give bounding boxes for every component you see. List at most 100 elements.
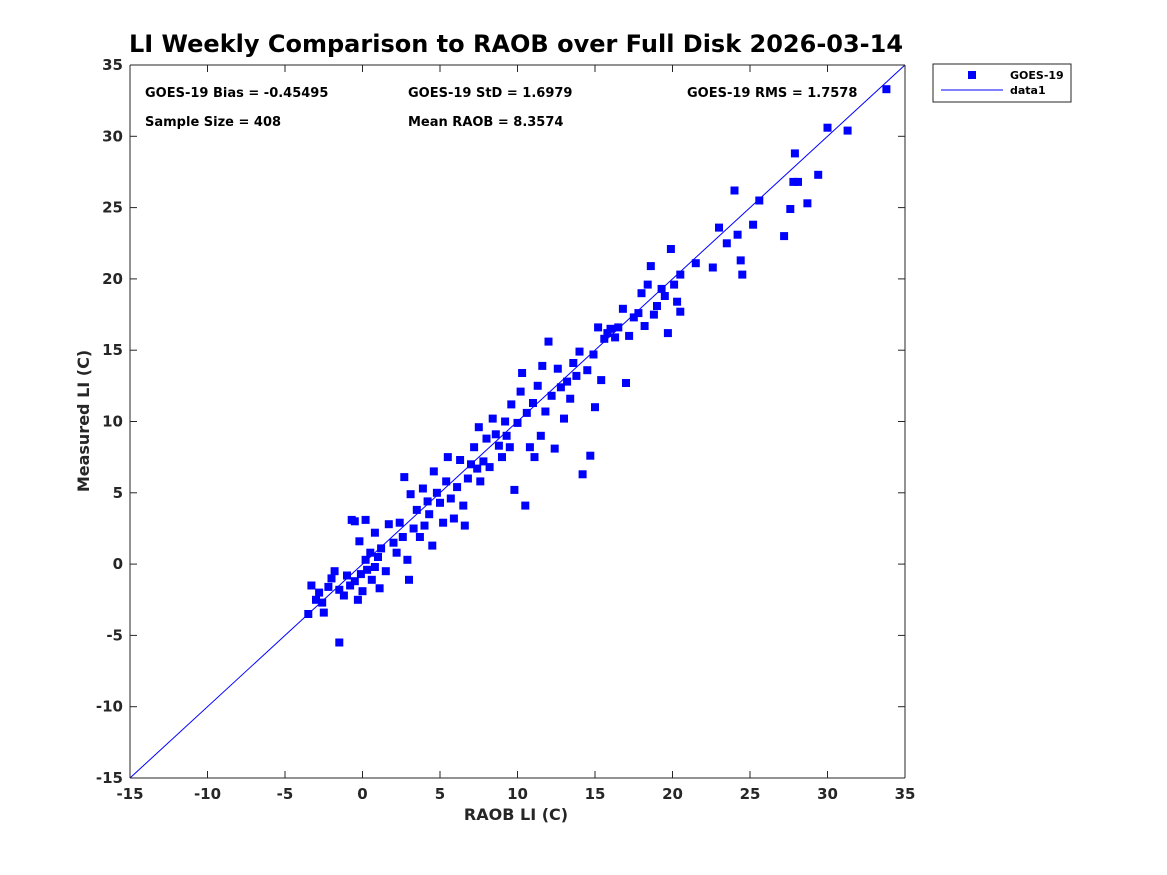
data-point (398, 533, 407, 541)
reference-line-group (129, 64, 906, 779)
data-point (318, 598, 327, 607)
data-point (400, 473, 409, 482)
data-point (575, 347, 584, 356)
data-point (312, 595, 320, 604)
data-point (358, 587, 367, 596)
data-point (625, 331, 634, 340)
data-point (823, 123, 832, 132)
data-point (443, 453, 452, 462)
x-tick-label: 35 (895, 785, 916, 803)
data-point (392, 548, 401, 557)
sample-size-stat: Sample Size = 408 (145, 115, 281, 130)
data-point (423, 497, 432, 506)
data-point (474, 423, 483, 432)
data-point (370, 563, 379, 571)
data-point (395, 518, 404, 527)
data-point (374, 553, 382, 561)
data-point (637, 289, 646, 298)
data-point (315, 588, 324, 597)
x-tick-label: -15 (116, 785, 143, 803)
data-point (646, 262, 655, 271)
y-tick-label: 20 (102, 270, 123, 288)
data-point (485, 463, 494, 472)
data-point (597, 376, 606, 385)
data-point (563, 377, 572, 386)
data-point (518, 369, 527, 377)
data-point (476, 477, 485, 486)
data-point (479, 457, 488, 466)
data-point (513, 418, 522, 427)
data-point (614, 323, 623, 332)
data-point (324, 582, 333, 591)
data-point (611, 333, 620, 342)
x-tick-label: 10 (507, 785, 528, 803)
data-point (525, 443, 534, 452)
data-point (586, 451, 595, 460)
data-point (643, 280, 652, 289)
data-point (370, 528, 379, 537)
data-point (335, 638, 344, 647)
data-point (578, 470, 587, 479)
data-point (733, 230, 742, 239)
y-tick-label: -5 (106, 626, 123, 644)
data-point (361, 555, 370, 564)
legend: GOES-19 data1 (932, 63, 1072, 103)
data-point (473, 464, 482, 473)
data-point (347, 515, 356, 524)
data-point (491, 430, 500, 439)
data-point (550, 444, 559, 453)
data-point (418, 484, 427, 493)
data-point (790, 149, 799, 158)
x-tick-label: 0 (357, 785, 367, 803)
y-tick-label: 30 (102, 127, 123, 145)
data-point (789, 177, 798, 186)
x-tick-label: 30 (817, 785, 838, 803)
data-point (353, 595, 362, 604)
data-point (366, 548, 375, 557)
data-point (307, 581, 316, 590)
data-point (460, 521, 469, 530)
data-point (409, 524, 418, 533)
data-point (363, 565, 372, 574)
one-to-one-line (129, 64, 906, 779)
y-tick-label: 15 (102, 341, 123, 359)
x-tick-label: 20 (662, 785, 683, 803)
data-point (553, 364, 562, 373)
data-point (381, 567, 390, 576)
y-axis-label: Measured LI (C) (74, 350, 93, 492)
data-point (676, 307, 685, 316)
data-point (738, 270, 747, 279)
y-tick-label: 10 (102, 413, 123, 431)
data-point (346, 581, 355, 590)
data-point (603, 329, 612, 338)
data-point (412, 505, 421, 514)
data-point (356, 570, 365, 579)
data-point (339, 591, 348, 600)
data-point (415, 533, 424, 541)
data-point (453, 483, 462, 492)
data-point (676, 270, 685, 279)
data-point (384, 520, 393, 529)
data-point (814, 170, 823, 179)
data-point (653, 302, 661, 310)
x-axis-label: RAOB LI (C) (464, 805, 568, 824)
legend-box (932, 63, 1072, 103)
data-point (494, 441, 503, 450)
data-point (591, 403, 599, 412)
data-point (622, 379, 630, 387)
y-tick-label: -10 (96, 698, 123, 716)
data-point (749, 220, 758, 229)
data-point (618, 304, 627, 313)
data-point (516, 387, 525, 396)
data-point (560, 414, 568, 423)
x-tick-label: -5 (277, 785, 294, 803)
data-point (510, 485, 519, 494)
data-point (544, 337, 553, 346)
data-point (634, 309, 643, 318)
data-point (882, 85, 891, 94)
data-point (403, 555, 412, 564)
data-point (367, 575, 376, 584)
data-point (456, 456, 465, 464)
data-point (649, 310, 658, 319)
